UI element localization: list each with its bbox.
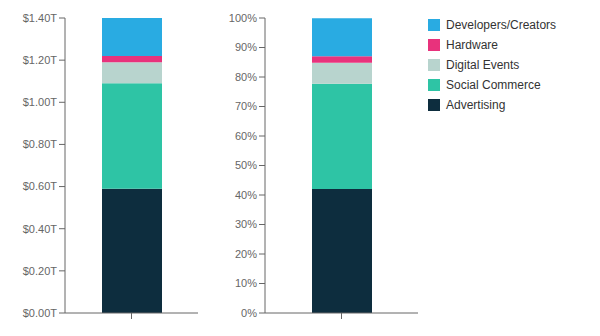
svg-text:100%: 100% [229, 12, 257, 24]
svg-text:20%: 20% [235, 248, 257, 260]
html-text:Social Commerce: Social Commerce [446, 78, 541, 92]
svg-text:40%: 40% [235, 189, 257, 201]
svg-text:$0.80T: $0.80T [23, 138, 58, 150]
svg-text:$0.60T: $0.60T [23, 180, 58, 192]
svg-text:0%: 0% [241, 307, 257, 319]
svg-text:10%: 10% [235, 277, 257, 289]
svg-text:$1.00T: $1.00T [23, 96, 58, 108]
html-text:Digital Events: Digital Events [446, 58, 520, 72]
svg-text:60%: 60% [235, 130, 257, 142]
html-text:Advertising: Advertising [446, 98, 506, 112]
svg-text:$1.20T: $1.20T [23, 54, 58, 66]
svg-text:$0.40T: $0.40T [23, 223, 58, 235]
svg-text:70%: 70% [235, 100, 257, 112]
svg-text:$0.20T: $0.20T [23, 265, 58, 277]
html-text:Developers/Creators: Developers/Creators [446, 18, 556, 32]
svg-text:80%: 80% [235, 71, 257, 83]
svg-text:$1.40T: $1.40T [23, 12, 58, 24]
svg-text:50%: 50% [235, 159, 257, 171]
svg-text:$0.00T: $0.00T [23, 307, 58, 319]
svg-text:30%: 30% [235, 218, 257, 230]
html-text:Hardware: Hardware [446, 38, 498, 52]
svg-text:90%: 90% [235, 41, 257, 53]
